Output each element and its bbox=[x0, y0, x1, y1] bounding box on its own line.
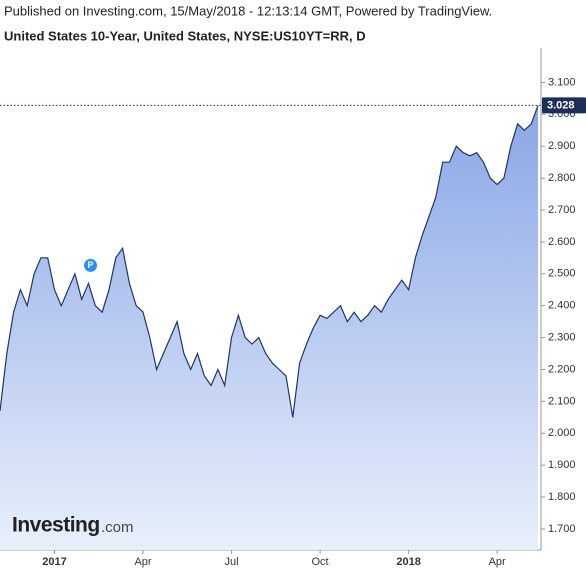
y-tick-label: 3.100 bbox=[548, 76, 576, 88]
marker-label: P bbox=[88, 260, 94, 270]
y-tick-label: 2.800 bbox=[548, 172, 576, 184]
last-price-label: 3.028 bbox=[547, 99, 575, 111]
last-price-box bbox=[542, 97, 586, 114]
x-tick-label: Apr bbox=[134, 556, 151, 568]
header: Published on Investing.com, 15/May/2018 … bbox=[4, 3, 492, 18]
y-tick-label: 1.900 bbox=[548, 459, 576, 471]
x-tick-label: Jul bbox=[225, 556, 239, 568]
price-line bbox=[0, 105, 539, 418]
area-fill bbox=[0, 105, 538, 551]
y-tick-label: 2.100 bbox=[548, 395, 576, 407]
x-tick-label: 2017 bbox=[42, 556, 66, 568]
watermark-suffix: .com bbox=[101, 519, 134, 536]
y-tick-label: 2.200 bbox=[548, 363, 576, 375]
y-tick-label: 2.300 bbox=[548, 331, 576, 343]
y-tick-label: 1.800 bbox=[548, 491, 576, 503]
watermark-brand: Investing bbox=[12, 514, 100, 537]
y-tick-label: 2.600 bbox=[548, 236, 576, 248]
y-tick-label: 1.700 bbox=[548, 523, 576, 535]
y-tick-label: 2.700 bbox=[548, 204, 576, 216]
y-tick-label: 2.500 bbox=[548, 268, 576, 280]
x-tick-label: 2018 bbox=[396, 556, 420, 568]
y-tick-label: 2.900 bbox=[548, 140, 576, 152]
y-tick-label: 2.400 bbox=[548, 300, 576, 312]
x-tick-label: Oct bbox=[312, 556, 329, 568]
marker-badge bbox=[83, 257, 99, 273]
chart-title: United States 10-Year, United States, NY… bbox=[4, 28, 366, 43]
y-tick-label: 2.000 bbox=[548, 427, 576, 439]
x-tick-label: Apr bbox=[489, 556, 506, 568]
